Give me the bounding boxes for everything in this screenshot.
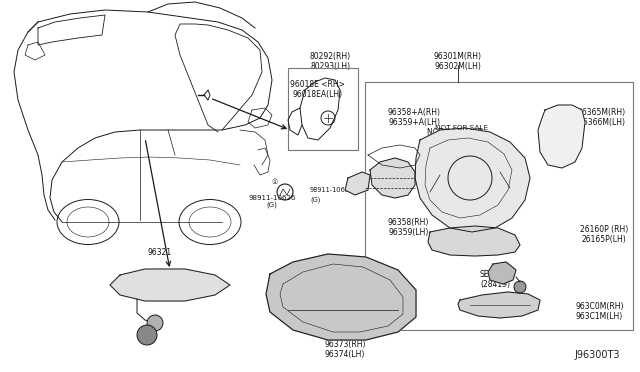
Polygon shape [538,105,585,168]
Text: 80292(RH)
80293(LH): 80292(RH) 80293(LH) [310,52,351,71]
Polygon shape [428,226,520,256]
Text: 96321: 96321 [148,248,172,257]
Bar [288,68,358,150]
Polygon shape [415,128,530,232]
Text: 96373(RH)
96374(LH): 96373(RH) 96374(LH) [324,340,365,359]
Text: 98911-10626
(G): 98911-10626 (G) [248,195,296,208]
Text: 96365M(RH)
96366M(LH): 96365M(RH) 96366M(LH) [578,108,626,127]
Text: 98911-10626: 98911-10626 [310,187,355,193]
Text: 963C0M(RH)
963C1M(LH): 963C0M(RH) 963C1M(LH) [575,302,623,321]
Circle shape [147,315,163,331]
Polygon shape [345,172,370,195]
Polygon shape [370,158,415,198]
Polygon shape [110,269,230,301]
Text: NOT FOR SALE: NOT FOR SALE [427,128,483,137]
Text: 96301M(RH)
96302M(LH): 96301M(RH) 96302M(LH) [434,52,482,71]
Text: 96358+A(RH)
96359+A(LH): 96358+A(RH) 96359+A(LH) [388,108,441,127]
Polygon shape [266,254,416,340]
Text: 96358(RH)
96359(LH): 96358(RH) 96359(LH) [388,218,429,237]
Polygon shape [458,292,540,318]
Circle shape [137,325,157,345]
Text: SEC.200
(28419): SEC.200 (28419) [480,270,511,289]
Text: NOT FOR SALE: NOT FOR SALE [435,125,488,131]
Polygon shape [488,262,516,284]
Text: 26160P (RH)
26165P(LH): 26160P (RH) 26165P(LH) [580,225,628,244]
Circle shape [514,281,526,293]
Text: 96018E <RH>
96018EA(LH): 96018E <RH> 96018EA(LH) [290,80,345,99]
Text: (G): (G) [310,197,321,203]
Bar [365,82,633,330]
Text: J96300T3: J96300T3 [575,350,620,360]
Text: ①: ① [272,179,278,185]
